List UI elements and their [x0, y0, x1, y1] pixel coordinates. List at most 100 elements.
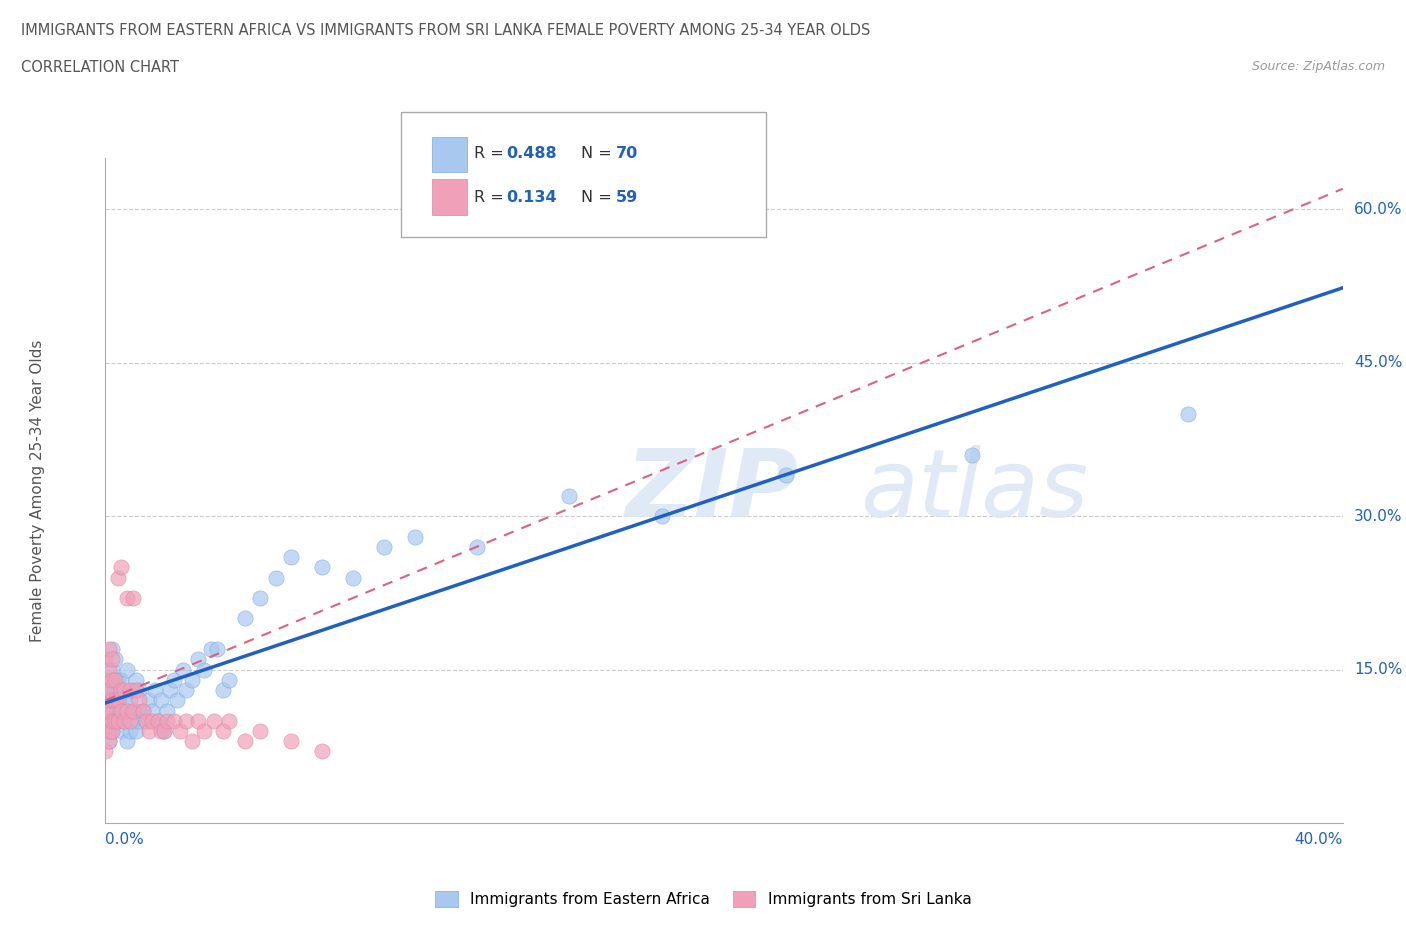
Point [97, 703, 120, 718]
Point [404, 529, 426, 544]
Point [110, 703, 132, 718]
Point [115, 662, 138, 677]
Point [122, 713, 145, 728]
Point [110, 703, 132, 718]
Point [100, 724, 122, 738]
Point [97, 724, 120, 738]
Point [218, 672, 240, 687]
Point [120, 724, 142, 738]
Point [94, 693, 117, 708]
Point [94, 713, 117, 728]
Point [169, 724, 191, 738]
Text: 45.0%: 45.0% [1354, 355, 1402, 370]
Point [120, 683, 142, 698]
Point [94, 703, 117, 718]
Point [187, 713, 209, 728]
Point [120, 693, 142, 708]
Text: Source: ZipAtlas.com: Source: ZipAtlas.com [1251, 60, 1385, 73]
Point [146, 713, 169, 728]
Point [156, 713, 179, 728]
Point [115, 734, 138, 749]
Text: 0.488: 0.488 [506, 146, 557, 161]
Point [97, 642, 120, 657]
Text: 0.0%: 0.0% [105, 832, 145, 847]
Point [200, 642, 222, 657]
Point [110, 560, 132, 575]
Text: Female Poverty Among 25-34 Year Olds: Female Poverty Among 25-34 Year Olds [30, 339, 45, 642]
Point [181, 734, 204, 749]
Point [1177, 406, 1199, 421]
Point [651, 509, 673, 524]
Text: ZIP: ZIP [626, 445, 799, 537]
Point [249, 591, 271, 605]
Point [162, 713, 184, 728]
Text: 30.0%: 30.0% [1354, 509, 1402, 524]
Point [311, 744, 333, 759]
Point [166, 693, 188, 708]
Point [342, 570, 364, 585]
Point [100, 652, 122, 667]
Point [112, 693, 135, 708]
Point [156, 703, 179, 718]
Point [94, 744, 117, 759]
Point [138, 724, 160, 738]
Point [159, 683, 181, 698]
Text: R =: R = [474, 190, 509, 205]
Text: 60.0%: 60.0% [1354, 202, 1402, 217]
Point [174, 713, 197, 728]
Text: IMMIGRANTS FROM EASTERN AFRICA VS IMMIGRANTS FROM SRI LANKA FEMALE POVERTY AMONG: IMMIGRANTS FROM EASTERN AFRICA VS IMMIGR… [21, 23, 870, 38]
Point [100, 642, 122, 657]
Point [311, 560, 333, 575]
Point [128, 693, 150, 708]
Point [181, 672, 204, 687]
Point [100, 724, 122, 738]
Point [104, 703, 127, 718]
Point [141, 713, 163, 728]
Point [115, 591, 138, 605]
Point [97, 713, 120, 728]
Point [104, 683, 127, 698]
Point [128, 713, 150, 728]
Point [100, 693, 122, 708]
Point [107, 672, 129, 687]
Point [104, 672, 127, 687]
Point [558, 488, 581, 503]
Point [153, 724, 176, 738]
Legend: Immigrants from Eastern Africa, Immigrants from Sri Lanka: Immigrants from Eastern Africa, Immigran… [429, 884, 977, 913]
Point [100, 683, 122, 698]
Point [233, 734, 256, 749]
Point [120, 713, 142, 728]
Point [97, 734, 120, 749]
Point [131, 703, 153, 718]
Point [107, 693, 129, 708]
Point [172, 662, 194, 677]
Point [104, 652, 127, 667]
Text: R =: R = [474, 146, 509, 161]
Point [100, 672, 122, 687]
Point [94, 672, 117, 687]
Text: N =: N = [581, 146, 617, 161]
Point [112, 713, 135, 728]
Point [94, 652, 117, 667]
Point [212, 683, 235, 698]
Point [162, 672, 184, 687]
Point [280, 550, 302, 565]
Text: N =: N = [581, 190, 617, 205]
Point [193, 662, 215, 677]
Point [122, 591, 145, 605]
Point [100, 713, 122, 728]
Point [125, 672, 148, 687]
Point [264, 570, 287, 585]
Point [202, 713, 225, 728]
Point [205, 642, 228, 657]
Point [122, 703, 145, 718]
Point [465, 539, 488, 554]
Point [150, 693, 173, 708]
Point [112, 713, 135, 728]
Point [141, 703, 163, 718]
Point [94, 724, 117, 738]
Point [125, 683, 148, 698]
Point [100, 662, 122, 677]
Point [104, 713, 127, 728]
Point [107, 713, 129, 728]
